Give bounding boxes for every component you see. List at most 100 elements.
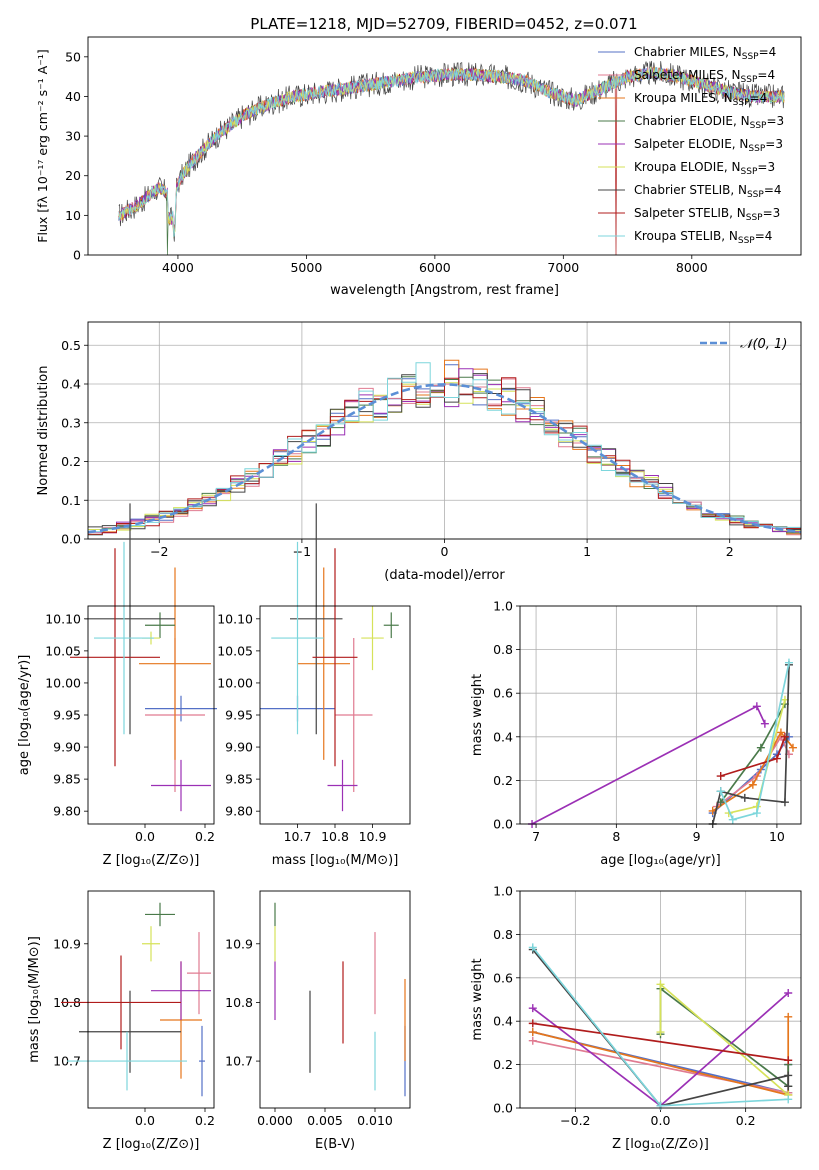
legend-label: Kroupa ELODIE, NSSP=3	[634, 160, 775, 177]
weight-marker	[752, 702, 761, 711]
y-tick-label: 10.00	[217, 675, 253, 690]
axes-frame	[87, 890, 215, 1109]
axes-frame	[519, 890, 802, 1109]
y-tick-label: 10.8	[225, 995, 253, 1010]
legend-subscript: SSP	[750, 121, 767, 131]
x-tick-label: −2	[150, 544, 168, 559]
x-tick-label: 4000	[162, 260, 194, 275]
y-tick-label: 20	[65, 168, 81, 183]
x-tick-label: −0.2	[560, 1113, 590, 1128]
y-tick-label: 9.80	[53, 804, 81, 819]
axes-frame	[259, 605, 411, 825]
axes-frame	[87, 605, 215, 825]
x-tick-label: 5000	[290, 260, 322, 275]
legend-value: =3	[763, 206, 781, 220]
weight-line	[532, 1022, 789, 1062]
x-tick-label: 10.7	[284, 829, 312, 844]
weight-marker	[528, 1019, 537, 1028]
legend-label: Kroupa STELIB, NSSP=4	[634, 229, 772, 246]
x-tick-label: 0.2	[736, 1113, 756, 1128]
legend-value: =3	[765, 137, 783, 151]
y-tick-label: 0.3	[61, 415, 81, 430]
y-tick-label: 0.6	[493, 686, 513, 701]
y-tick-label: 1.0	[493, 599, 513, 614]
weight-marker	[788, 743, 797, 752]
weight-marker	[780, 798, 789, 807]
weight-marker	[656, 980, 665, 989]
mass_vs_Z-panel: 0.0 0.210.710.810.9Z [log₁₀(Z/Z⊙)]mass [l…	[27, 890, 215, 1152]
weight-marker	[760, 719, 769, 728]
y-axis-label: mass weight	[470, 674, 485, 756]
y-tick-label: 0.0	[61, 532, 81, 547]
y-tick-label: 9.95	[225, 708, 253, 723]
x-axis-label: age [log₁₀(age/yr)]	[600, 853, 721, 868]
x-tick-label: 0.2	[195, 829, 215, 844]
weight-line	[716, 735, 790, 808]
x-tick-label: 0.2	[195, 1113, 215, 1128]
weight-marker	[784, 1012, 793, 1021]
weight-marker	[772, 754, 781, 763]
y-tick-label: 0.8	[493, 927, 513, 942]
legend-value: =4	[757, 68, 775, 82]
x-tick-label: 1	[583, 544, 591, 559]
y-tick-label: 9.85	[53, 772, 81, 787]
y-tick-label: 30	[65, 129, 81, 144]
x-axis-label: Z [log₁₀(Z/Z⊙)]	[103, 1137, 200, 1152]
residuals-panel: −2 −1 0 1 2 0.0 0.1 0.2 0.3 0.4 0.5 𝒩(0, 1) (data-mo…	[36, 321, 802, 583]
spectrum-panel: 4000 5000 6000 7000 8000 0 10 20 30 40 50 Chabrier …	[35, 36, 802, 298]
spectrum-legend: Chabrier MILES, NSSP=4 Salpeter MILES, NS…	[598, 45, 784, 246]
legend-label: Chabrier MILES, NSSP=4	[634, 45, 776, 62]
x-tick-label: 0	[441, 544, 449, 559]
y-tick-label: 0.2	[61, 454, 81, 469]
y-tick-label: 9.95	[53, 708, 81, 723]
x-tick-label: 0.005	[307, 1113, 343, 1128]
y-tick-label: 10.00	[45, 675, 81, 690]
weight_vs_Z-panel: −0.2 0.0 0.2 0.0 0.2 0.4 0.6 0.8 1.0 Z [log₁₀(Z/Z…	[470, 884, 802, 1152]
x-tick-label: 7000	[547, 260, 579, 275]
y-tick-label: 9.85	[225, 772, 253, 787]
y-tick-label: 0.0	[493, 817, 513, 832]
y-tick-label: 10.10	[45, 611, 81, 626]
spectrum-line	[118, 67, 785, 238]
y-tick-label: 0.4	[493, 729, 513, 744]
weight-marker	[656, 1028, 665, 1037]
figure-title: PLATE=1218, MJD=52709, FIBERID=0452, z=0…	[250, 15, 637, 33]
y-axis-label: age [log₁₀(age/yr)]	[17, 655, 32, 776]
legend-value: =4	[750, 91, 768, 105]
weight-marker	[784, 988, 793, 997]
axes-frame	[87, 321, 802, 540]
y-tick-label: 0.4	[61, 377, 81, 392]
x-tick-label: 10.9	[359, 829, 387, 844]
weight-line	[719, 662, 790, 821]
y-axis-label: mass weight	[470, 958, 485, 1040]
y-tick-label: 9.90	[225, 740, 253, 755]
legend-label: Chabrier ELODIE, NSSP=3	[634, 114, 784, 131]
x-axis-label: (data-model)/error	[384, 568, 505, 583]
weight-line	[659, 986, 790, 1089]
y-tick-label: 0.0	[493, 1101, 513, 1116]
y-tick-label: 0.6	[493, 970, 513, 985]
y-tick-label: 10.7	[225, 1054, 253, 1069]
legend-value: =3	[757, 160, 775, 174]
weight-marker	[528, 943, 537, 952]
weight-marker	[528, 1004, 537, 1013]
weight-marker	[748, 780, 757, 789]
y-tick-label: 0.2	[493, 773, 513, 788]
weight-marker	[784, 1095, 793, 1104]
weight-marker	[656, 1101, 665, 1110]
weight-line	[531, 705, 766, 825]
legend-subscript: SSP	[741, 75, 758, 85]
legend-label: Chabrier STELIB, NSSP=4	[634, 183, 782, 200]
age_vs_mass-panel: 10.7 10.8 10.9 9.80 9.85 9.90 9.95 10.00 10.05 10…	[217, 503, 411, 868]
x-axis-label: Z [log₁₀(Z/Z⊙)]	[612, 1137, 709, 1152]
y-tick-label: 10	[65, 208, 81, 223]
x-tick-label: 8	[612, 829, 620, 844]
weight-marker	[528, 1036, 537, 1045]
x-tick-label: 8000	[676, 260, 708, 275]
axes-frame	[87, 36, 802, 256]
x-tick-label: 0.000	[257, 1113, 293, 1128]
axes-frame	[259, 890, 411, 1109]
normal-curve	[87, 383, 802, 534]
weight-marker	[780, 732, 789, 741]
